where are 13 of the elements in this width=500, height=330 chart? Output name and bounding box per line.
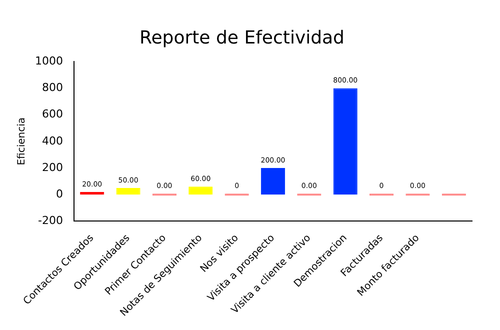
y-tick-label: 600 xyxy=(42,108,63,121)
y-tick-label: 0 xyxy=(56,187,63,200)
y-tick-label: 400 xyxy=(42,134,63,148)
y-tick-label: -200 xyxy=(38,214,63,228)
bar xyxy=(188,186,213,195)
y-tick-label: 1000 xyxy=(34,54,63,68)
y-tick-label: 800 xyxy=(42,81,63,94)
bar xyxy=(333,88,358,195)
bar xyxy=(260,168,286,195)
y-tick-label: 200 xyxy=(42,160,63,174)
y-axis-title: Eficiencia xyxy=(16,118,28,166)
bar xyxy=(116,188,140,195)
chart-title: Reporte de Efectividad xyxy=(140,27,344,48)
